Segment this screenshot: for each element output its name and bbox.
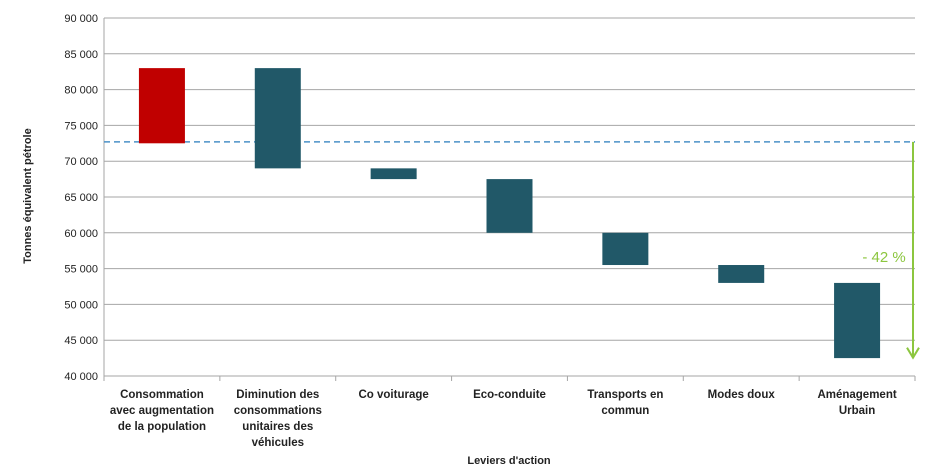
y-tick-label: 85 000 (64, 49, 98, 61)
x-category-label-line: consommations (234, 405, 322, 417)
x-category-label-line: Transports en (587, 389, 663, 401)
bar (254, 68, 301, 169)
x-category-label-line: commun (601, 405, 649, 417)
x-category-label-line: Urbain (839, 405, 875, 417)
bars (138, 68, 881, 359)
reduction-annotation: - 42 % (862, 249, 905, 266)
bar (718, 265, 765, 283)
y-tick-label: 75 000 (64, 120, 98, 132)
x-category-label-line: de la population (118, 421, 206, 433)
bar (486, 179, 533, 233)
x-category-label-line: Co voiturage (358, 389, 428, 401)
x-category-label: Co voiturage (358, 389, 428, 401)
bar (834, 282, 881, 359)
reduction-arrow-head (906, 347, 920, 360)
x-category-label-line: Consommation (120, 389, 204, 401)
y-tick-label: 80 000 (64, 85, 98, 97)
x-category-label-line: Eco-conduite (473, 389, 546, 401)
bar (370, 168, 417, 180)
x-category-label-line: avec augmentation (110, 405, 214, 417)
x-category-label: Transports en commun (587, 389, 663, 417)
x-category-labels: Consommation avec augmentation de la popul… (110, 389, 897, 449)
x-category-label: Eco-conduite (473, 389, 546, 401)
x-category-label: Consommation avec augmentation de la popul… (110, 389, 214, 433)
x-category-label: Modes doux (708, 389, 776, 401)
x-axis-title: Leviers d'action (467, 455, 551, 467)
reduction-arrow-group (906, 141, 920, 360)
x-category-label-line: unitaires des (242, 421, 313, 433)
x-category-label: Aménagement Urbain (817, 389, 896, 417)
y-tick-label: 45 000 (64, 335, 98, 347)
x-category-label: Diminution des consommations unitaires des… (234, 389, 322, 449)
y-tick-label: 60 000 (64, 228, 98, 240)
y-tick-label: 65 000 (64, 192, 98, 204)
bar (602, 232, 649, 266)
y-tick-labels: 40 000 45 000 50 000 55 000 60 000 65 000 70 0… (64, 13, 98, 383)
x-category-label-line: Diminution des (236, 389, 319, 401)
bar (138, 68, 185, 144)
y-tick-label: 90 000 (64, 13, 98, 25)
y-tick-label: 70 000 (64, 156, 98, 168)
y-axis-title: Tonnes équivalent pétrole (22, 128, 34, 264)
x-category-label-line: Modes doux (708, 389, 776, 401)
y-tick-label: 50 000 (64, 299, 98, 311)
x-category-label-line: véhicules (252, 437, 304, 449)
y-tick-label: 55 000 (64, 264, 98, 276)
x-category-label-line: Aménagement (817, 389, 896, 401)
y-tick-label: 40 000 (64, 371, 98, 383)
